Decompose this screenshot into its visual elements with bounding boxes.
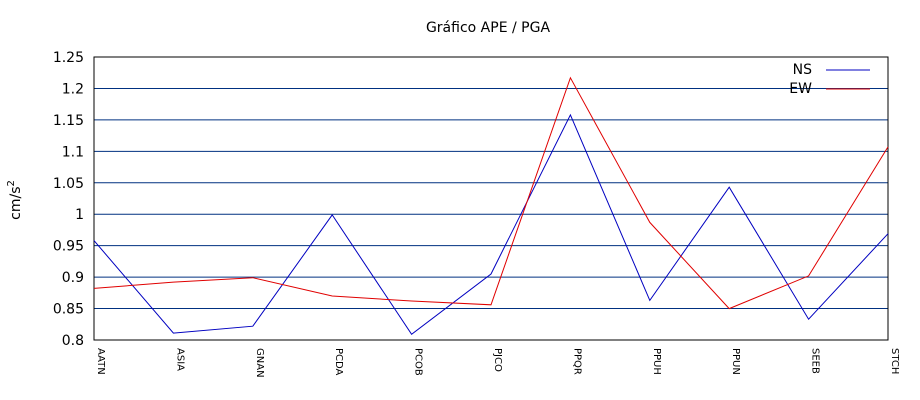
y-tick-label: 1.25 [53,50,84,66]
chart-title: Gráfico APE / PGA [426,20,550,36]
y-tick-label: 1.05 [53,176,84,192]
legend-label: EW [789,81,812,97]
series-lines [93,76,889,336]
legend-label: NS [793,62,812,78]
x-tick-label: PCDA [333,348,344,376]
y-axis-label-text: cm/s [8,187,24,220]
x-tick-label: PCOB [413,348,424,376]
y-tick-label: 1.1 [62,144,84,160]
y-tick-label: 0.85 [53,302,84,318]
x-axis-ticks: AATN ASIA GNAN PCDA PCOB PJCO PPQR PPUH PPUN SEEB… [95,348,900,378]
x-tick-label: PJCO [492,348,503,372]
x-tick-label: SEEB [810,348,821,374]
y-axis-label: cm/s2 [6,180,24,220]
legend: NS EW [789,62,870,97]
gridlines [94,87,888,310]
series-line-ns [93,113,889,336]
y-tick-label: 1 [75,207,84,223]
x-tick-label: PPUH [651,348,662,375]
y-tick-label: 0.95 [53,239,84,255]
plot-area-frame [93,56,889,341]
x-tick-label: ASIA [174,348,185,371]
y-tick-label: 0.9 [62,270,84,286]
y-axis-label-superscript: 2 [6,180,17,186]
y-axis-ticks: 0.8 0.85 0.9 0.95 1 1.05 1.1 1.15 1.2 1.25 [53,50,84,349]
y-tick-label: 0.8 [62,333,84,349]
series-line-ew [93,76,889,310]
x-tick-label: STCH [889,348,900,374]
y-tick-label: 1.15 [53,113,84,129]
y-tick-label: 1.2 [62,81,84,97]
x-tick-label: GNAN [254,348,265,378]
x-tick-label: PPQR [571,348,582,375]
x-tick-label: PPUN [730,348,741,375]
x-tick-label: AATN [95,348,106,375]
